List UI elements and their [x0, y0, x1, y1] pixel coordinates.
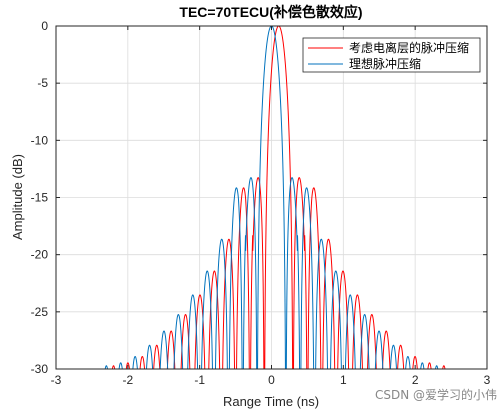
y-tick-label: -15 [31, 191, 49, 205]
legend-label-series-2: 理想脉冲压缩 [349, 56, 421, 71]
ticks [55, 25, 488, 370]
legend-label-series-1: 考虑电离层的脉冲压缩 [349, 40, 469, 55]
chart-title: TEC=70TECU(补偿色散效应) [179, 4, 362, 20]
y-tick-label: -5 [37, 76, 48, 90]
y-axis-label: Amplitude (dB) [10, 154, 25, 240]
watermark: CSDN @爱学习的小伟 [375, 387, 497, 402]
y-tick-label: -30 [31, 362, 49, 376]
x-tick-label: 3 [484, 373, 491, 387]
y-tick-label: 0 [41, 19, 48, 33]
x-tick-label: 2 [412, 373, 419, 387]
x-tick-label: 0 [268, 373, 275, 387]
y-tick-label: -10 [31, 133, 49, 147]
y-tick-label: -25 [31, 305, 49, 319]
x-tick-label: -3 [51, 373, 62, 387]
series-layer [104, 26, 446, 369]
x-tick-label: 1 [340, 373, 347, 387]
y-tick-label: -20 [31, 248, 49, 262]
x-tick-label: -1 [194, 373, 205, 387]
x-axis-label: Range Time (ns) [223, 394, 319, 409]
legend: 考虑电离层的脉冲压缩 理想脉冲压缩 [302, 37, 481, 73]
series-line-1 [111, 26, 446, 369]
x-tick-labels: -3 -2 -1 0 1 2 3 [51, 373, 491, 387]
y-tick-labels: 0 -5 -10 -15 -20 -25 -30 [31, 19, 49, 376]
x-tick-label: -2 [122, 373, 133, 387]
legend-box [302, 37, 481, 73]
